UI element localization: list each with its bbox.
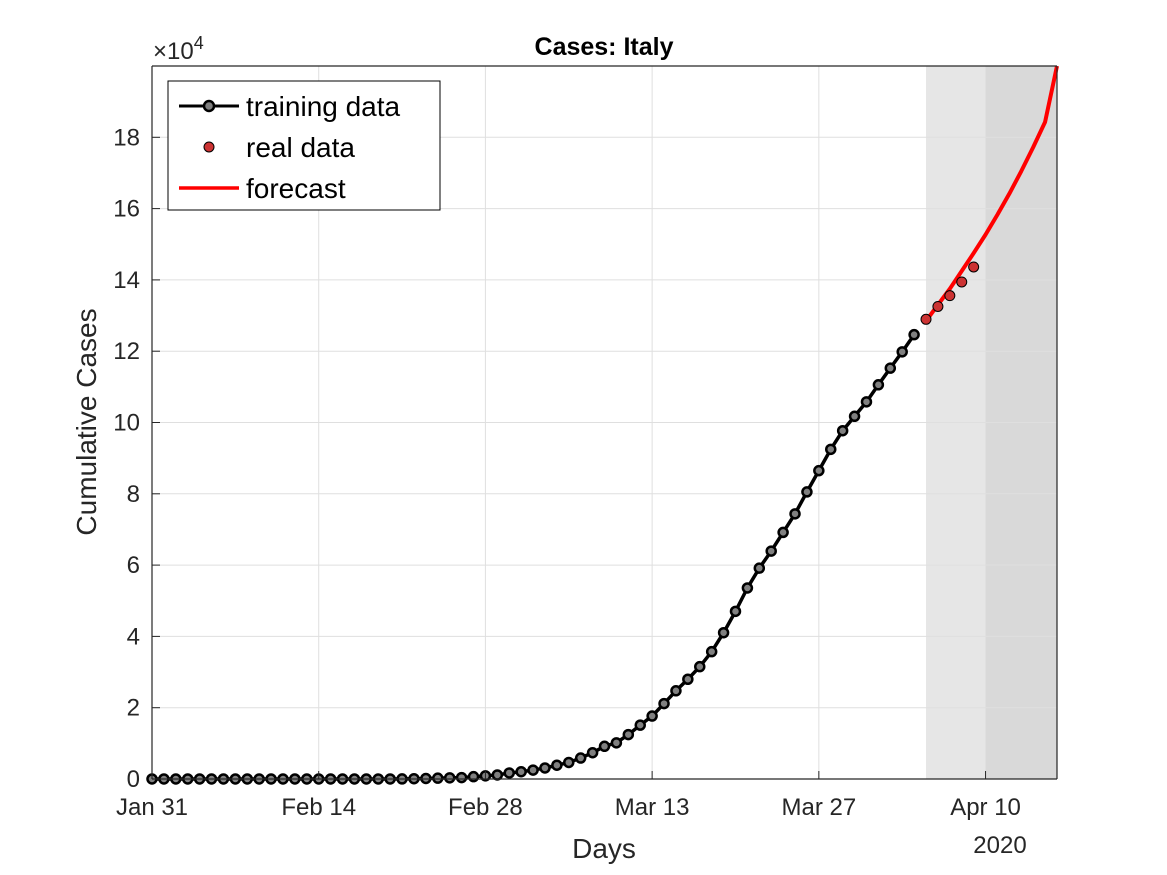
y-tick-label-1: 2 — [127, 695, 140, 722]
training-data-point-52 — [765, 545, 777, 557]
year-label: 2020 — [973, 832, 1026, 859]
training-data-point-45 — [682, 673, 694, 686]
training-data-point-54 — [789, 508, 801, 520]
training-data-point-25 — [443, 772, 456, 784]
x-tick-label-4: Mar 27 — [781, 794, 856, 821]
training-data-point-51 — [753, 562, 766, 574]
y-tick-label-7: 14 — [113, 267, 140, 294]
training-data-point-49 — [729, 605, 742, 618]
training-data-point-40 — [622, 728, 635, 741]
x-tick-label-1: Feb 14 — [281, 794, 356, 821]
training-data-point-24 — [432, 772, 444, 784]
y-tick-label-6: 12 — [113, 338, 140, 365]
chart-title: Cases: Italy — [535, 33, 674, 61]
training-data-point-62 — [884, 362, 897, 374]
training-data-point-29 — [491, 769, 504, 781]
y-tick-label-8: 16 — [113, 196, 140, 223]
real-data-point-4 — [968, 261, 980, 273]
training-data-point-43 — [658, 697, 670, 710]
training-data-point-34 — [551, 759, 563, 771]
y-tick-label-5: 10 — [113, 410, 140, 437]
x-tick-label-3: Mar 13 — [615, 794, 690, 821]
legend-training-label: training data — [246, 91, 401, 122]
y-axis-exponent: ×104 — [153, 33, 204, 65]
training-data-point-27 — [467, 770, 480, 783]
axes — [151, 65, 1058, 780]
tick-labels: Jan 31 Feb 14 Feb 28 Mar 13 Mar 27 Apr 10 0 2 4 6… — [113, 124, 1021, 821]
plot-series — [146, 65, 1059, 785]
x-tick-label-5: Apr 10 — [950, 794, 1021, 821]
training-data-point-60 — [860, 396, 873, 408]
training-data-point-32 — [527, 764, 539, 776]
training-data-point-64 — [908, 328, 920, 341]
training-data-point-39 — [610, 737, 623, 749]
training-data-point-30 — [503, 767, 515, 779]
x-tick-label-0: Jan 31 — [116, 794, 188, 821]
legend-real-label: real data — [246, 132, 355, 163]
real-data-point-1 — [932, 300, 944, 312]
y-tick-label-0: 0 — [127, 766, 140, 793]
training-data-point-38 — [598, 740, 611, 753]
training-data-point-31 — [515, 765, 527, 778]
training-data-point-63 — [896, 346, 908, 358]
training-data-point-57 — [825, 443, 837, 456]
exponent-base: ×10 — [153, 38, 194, 65]
training-data-point-26 — [455, 771, 468, 784]
legend-real-marker — [203, 141, 215, 153]
training-data-point-42 — [646, 710, 658, 722]
real-data-point-2 — [944, 290, 956, 302]
training-data-point-56 — [813, 464, 825, 477]
training-data-point-37 — [586, 746, 599, 759]
real-data-point-0 — [920, 313, 932, 325]
exponent-power: 4 — [194, 33, 204, 53]
training-data-point-47 — [705, 645, 718, 658]
legend-training-marker — [202, 99, 216, 113]
x-axis-label: Days — [572, 833, 636, 864]
y-tick-label-3: 6 — [127, 552, 140, 579]
training-data-point-50 — [741, 582, 754, 594]
training-data-point-61 — [872, 379, 885, 391]
training-data-point-36 — [574, 752, 587, 764]
y-tick-label-4: 8 — [127, 481, 140, 508]
y-axis-label: Cumulative Cases — [71, 308, 102, 535]
legend: training data real data forecast — [167, 80, 441, 211]
x-tick-label-2: Feb 28 — [448, 794, 523, 821]
legend-forecast-label: forecast — [246, 173, 346, 204]
training-data-point-58 — [836, 424, 849, 437]
y-tick-label-9: 18 — [113, 124, 140, 151]
training-data-point-46 — [694, 660, 706, 673]
training-data-point-41 — [634, 719, 646, 731]
training-data-point-33 — [539, 762, 551, 774]
training-data-point-48 — [717, 626, 730, 639]
training-data-point-53 — [777, 526, 789, 539]
training-data-point-44 — [670, 685, 682, 697]
training-data-point-55 — [801, 486, 813, 498]
training-data-point-59 — [848, 410, 861, 423]
real-data-point-3 — [956, 276, 968, 288]
y-tick-label-2: 4 — [127, 623, 140, 650]
training-data-point-35 — [563, 756, 575, 769]
